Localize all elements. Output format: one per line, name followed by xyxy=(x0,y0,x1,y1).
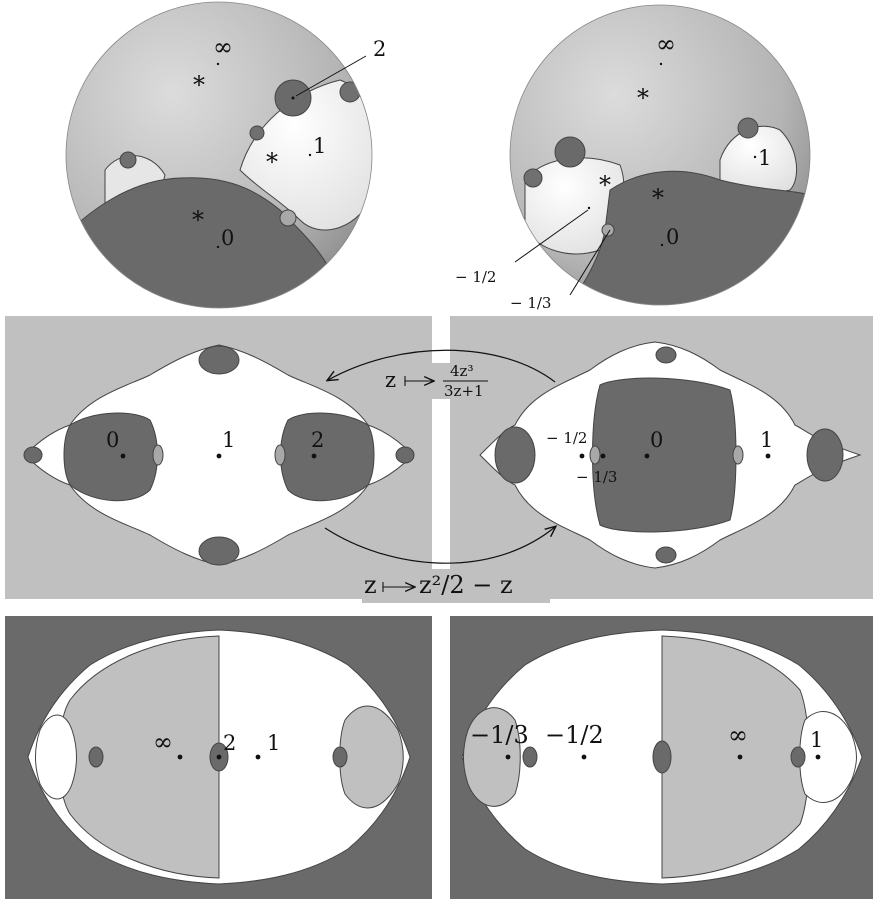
map-top: z 4z³ 3z+1 xyxy=(328,349,556,400)
middle-left-label-two: 2 xyxy=(311,428,324,452)
middle-right-bulb-left xyxy=(494,426,536,484)
sphere-right-label-neg-half: − 1/2 xyxy=(455,268,496,286)
bottom-right-bulb-right xyxy=(790,746,806,768)
map-top-z: z xyxy=(385,368,396,392)
sphere-right-label-one: 1 xyxy=(758,146,771,170)
bottom-right-panel: −1/3 −1/2 ∞ 1 xyxy=(450,616,873,899)
map-top-denominator: 3z+1 xyxy=(444,382,484,400)
sphere-left-bulb-small-a xyxy=(339,81,361,103)
sphere-right-label-neg-third: − 1/3 xyxy=(510,294,551,312)
map-bottom-arrow xyxy=(324,527,555,564)
bottom-left-white-left xyxy=(35,714,77,800)
middle-right-bulb-top xyxy=(655,346,677,364)
sphere-left-label-zero: 0 xyxy=(221,226,234,250)
sphere-right-bulb-c xyxy=(523,168,543,188)
sphere-right-bulb-d xyxy=(601,223,615,237)
bottom-left-label-one: 1 xyxy=(267,731,280,755)
sphere-left-label-star-mid: * xyxy=(266,148,278,176)
sphere-right: ∞ * 1 * * 0 − 1/2 − 1/3 xyxy=(455,4,811,312)
sphere-right-label-zero: 0 xyxy=(666,225,679,249)
sphere-right-label-infinity: ∞ xyxy=(656,30,676,58)
bottom-left-gray-right xyxy=(339,705,404,809)
middle-right-bulb-bottom xyxy=(655,546,677,564)
middle-right-label-neg-half: − 1/2 xyxy=(546,429,587,447)
bottom-left-label-two: 2 xyxy=(223,731,236,755)
middle-left-panel: 0 1 2 xyxy=(5,316,432,599)
middle-right-label-one: 1 xyxy=(760,428,773,452)
map-top-numerator: 4z³ xyxy=(450,362,473,380)
middle-left-bulb-left xyxy=(23,446,43,464)
bottom-left-bulb-left xyxy=(88,746,104,768)
bottom-left-bulb-right xyxy=(332,746,348,768)
sphere-left: ∞ * 2 * 1 * 0 xyxy=(65,1,386,309)
sphere-right-bulb-a xyxy=(554,136,586,168)
sphere-left-label-star-bottom: * xyxy=(192,206,204,234)
middle-left-label-one: 1 xyxy=(222,428,235,452)
map-bottom: z z²/2 − z xyxy=(324,527,555,603)
map-top-arrow xyxy=(328,349,556,383)
sphere-left-bulb-small-d xyxy=(279,209,297,227)
middle-left-dark-zero xyxy=(63,412,158,502)
sphere-left-label-infinity: ∞ xyxy=(213,33,233,61)
middle-left-bulb-gray-a xyxy=(152,444,164,466)
bottom-right-label-infinity: ∞ xyxy=(728,721,748,749)
bottom-right-label-neg-half: −1/2 xyxy=(545,721,604,749)
sphere-right-pointer-neg-half xyxy=(514,209,589,263)
middle-left-bulb-gray-b xyxy=(274,444,286,466)
middle-right-bulb-gray-a xyxy=(589,445,601,465)
middle-right-bulb-right xyxy=(806,428,844,482)
sphere-right-bulb-b xyxy=(737,117,759,139)
bottom-right-gray-left xyxy=(463,707,521,807)
sphere-right-label-star-right: * xyxy=(652,184,664,212)
sphere-right-label-star-left: * xyxy=(599,171,611,199)
bottom-right-white-right xyxy=(799,711,857,803)
sphere-left-bulb-small-c xyxy=(119,151,137,169)
middle-left-bulb-right xyxy=(395,446,415,464)
sphere-left-bulb-small-b xyxy=(249,125,265,141)
middle-left-bulb-top xyxy=(198,345,240,375)
bottom-right-bulb-mid xyxy=(652,740,672,774)
middle-left-dark-two xyxy=(280,412,375,502)
sphere-right-label-star-top: * xyxy=(637,84,649,112)
sphere-right-pointer-neg-third xyxy=(569,229,611,296)
bottom-left-label-infinity: ∞ xyxy=(153,728,173,756)
middle-right-label-neg-third: − 1/3 xyxy=(576,468,617,486)
sphere-left-label-star-top: * xyxy=(193,71,205,99)
bottom-right-bulb-left xyxy=(522,746,538,768)
bottom-right-label-one: 1 xyxy=(810,728,823,752)
middle-right-bulb-gray-b xyxy=(732,445,744,465)
middle-right-dark-zero xyxy=(592,377,737,533)
middle-right-panel: − 1/2 − 1/3 0 1 xyxy=(450,316,873,599)
middle-left-label-zero: 0 xyxy=(106,428,119,452)
bottom-left-panel: ∞ 2 1 xyxy=(5,616,432,899)
sphere-left-label-one: 1 xyxy=(313,134,326,158)
sphere-left-pointer-two xyxy=(295,55,367,97)
map-bottom-expr: z²/2 − z xyxy=(419,571,513,599)
sphere-left-label-two: 2 xyxy=(373,37,386,61)
middle-right-label-zero: 0 xyxy=(650,428,663,452)
bottom-right-label-neg-third: −1/3 xyxy=(470,721,529,749)
middle-left-bulb-bottom xyxy=(198,536,240,566)
map-bottom-z: z xyxy=(364,571,377,599)
